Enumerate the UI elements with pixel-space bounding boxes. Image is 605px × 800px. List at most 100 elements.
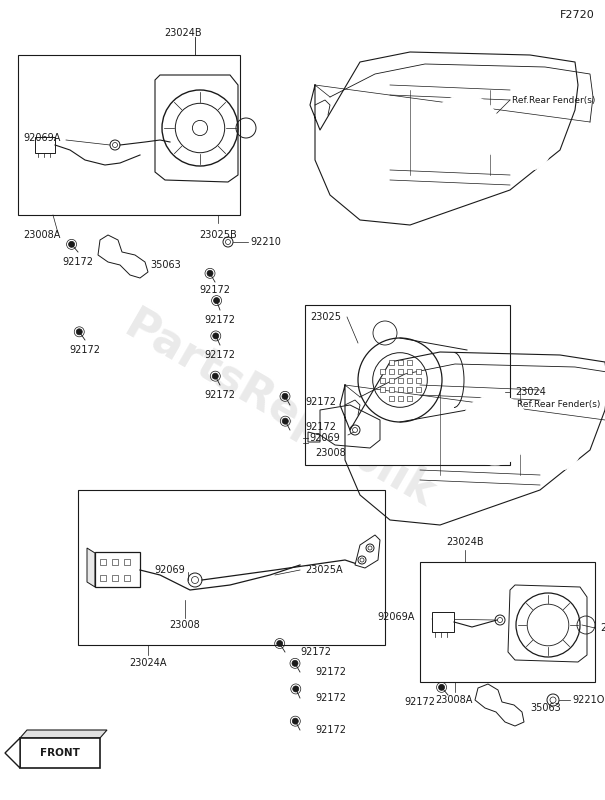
Polygon shape [20, 730, 107, 738]
Circle shape [443, 108, 487, 152]
Polygon shape [355, 535, 380, 568]
Bar [388, 369, 393, 374]
Bar [388, 386, 393, 391]
Bar [397, 369, 402, 374]
Polygon shape [475, 684, 524, 726]
Circle shape [439, 684, 445, 690]
Text: 23008A: 23008A [435, 695, 473, 705]
Bar [397, 386, 402, 391]
Text: 92172: 92172 [70, 345, 100, 355]
Bar [35, 137, 55, 153]
Polygon shape [155, 75, 238, 182]
Text: 92172: 92172 [204, 350, 235, 360]
Circle shape [292, 718, 298, 724]
Circle shape [276, 641, 283, 646]
Bar [112, 575, 118, 581]
Text: 92172: 92172 [305, 397, 336, 407]
Text: 23024: 23024 [515, 387, 546, 397]
Bar [379, 378, 385, 382]
Circle shape [430, 95, 500, 165]
Polygon shape [98, 235, 148, 278]
Bar [124, 575, 130, 581]
Bar [18, 55, 240, 215]
Polygon shape [508, 585, 587, 662]
Circle shape [214, 298, 220, 304]
Text: 92172: 92172 [315, 693, 346, 703]
Circle shape [76, 329, 82, 335]
Bar [305, 305, 510, 465]
Text: 9221O: 9221O [572, 695, 604, 705]
Circle shape [283, 418, 289, 424]
Bar [407, 378, 411, 382]
Text: 92172: 92172 [300, 647, 331, 657]
Text: 92069: 92069 [309, 433, 340, 443]
Bar [432, 612, 454, 632]
Bar [124, 559, 130, 565]
Bar [416, 378, 420, 382]
Circle shape [292, 660, 298, 666]
Text: 23024B: 23024B [446, 537, 484, 547]
Circle shape [68, 242, 74, 247]
Bar [388, 395, 393, 401]
Text: 92069A: 92069A [378, 612, 415, 622]
Text: 92172: 92172 [204, 315, 235, 325]
Text: 92172: 92172 [305, 422, 336, 432]
Polygon shape [5, 738, 20, 768]
Bar [397, 378, 402, 382]
Circle shape [282, 394, 288, 399]
Bar [100, 575, 106, 581]
Circle shape [547, 437, 573, 463]
Circle shape [473, 408, 517, 452]
Bar [112, 559, 118, 565]
Circle shape [213, 333, 219, 339]
Text: 23025A: 23025A [305, 565, 342, 575]
Text: 23024B: 23024B [164, 28, 202, 38]
Text: 23008A: 23008A [23, 230, 60, 240]
Bar [379, 369, 385, 374]
Text: 23025B: 23025B [199, 230, 237, 240]
Text: 92172: 92172 [315, 667, 346, 677]
Text: 92172: 92172 [315, 725, 346, 735]
Text: 92069: 92069 [154, 565, 185, 575]
Bar [388, 378, 393, 382]
Circle shape [460, 395, 530, 465]
Text: 23025B: 23025B [600, 623, 605, 633]
Bar [100, 559, 106, 565]
Text: 92172: 92172 [200, 285, 231, 295]
Text: 35063: 35063 [150, 260, 181, 270]
Circle shape [293, 686, 299, 692]
Bar [397, 359, 402, 365]
Bar [78, 490, 385, 645]
Bar [416, 369, 420, 374]
Text: 92210: 92210 [250, 237, 281, 247]
Text: Ref.Rear Fender(s): Ref.Rear Fender(s) [517, 401, 600, 410]
Text: 92172: 92172 [404, 697, 435, 707]
Text: 92172: 92172 [204, 390, 235, 400]
Circle shape [212, 373, 218, 379]
Polygon shape [308, 432, 320, 442]
Bar [407, 395, 411, 401]
Text: 35063: 35063 [530, 703, 561, 713]
Polygon shape [87, 548, 95, 587]
Bar [407, 359, 411, 365]
Bar [95, 552, 140, 587]
Text: PartsRepublik: PartsRepublik [117, 303, 443, 517]
Polygon shape [320, 405, 380, 448]
Bar [416, 386, 420, 391]
Bar [20, 738, 100, 768]
Bar [397, 395, 402, 401]
Text: 23008: 23008 [169, 620, 200, 630]
Text: F2720: F2720 [560, 10, 595, 20]
Text: 23008: 23008 [315, 448, 345, 458]
Text: FRONT: FRONT [40, 748, 80, 758]
Text: 23024A: 23024A [129, 658, 167, 668]
Bar [407, 386, 411, 391]
Bar [407, 369, 411, 374]
Text: 92069A: 92069A [23, 133, 60, 143]
Circle shape [540, 430, 580, 470]
Bar [420, 562, 595, 682]
Circle shape [510, 130, 550, 170]
Circle shape [207, 270, 213, 276]
Bar [379, 386, 385, 391]
Bar [388, 359, 393, 365]
